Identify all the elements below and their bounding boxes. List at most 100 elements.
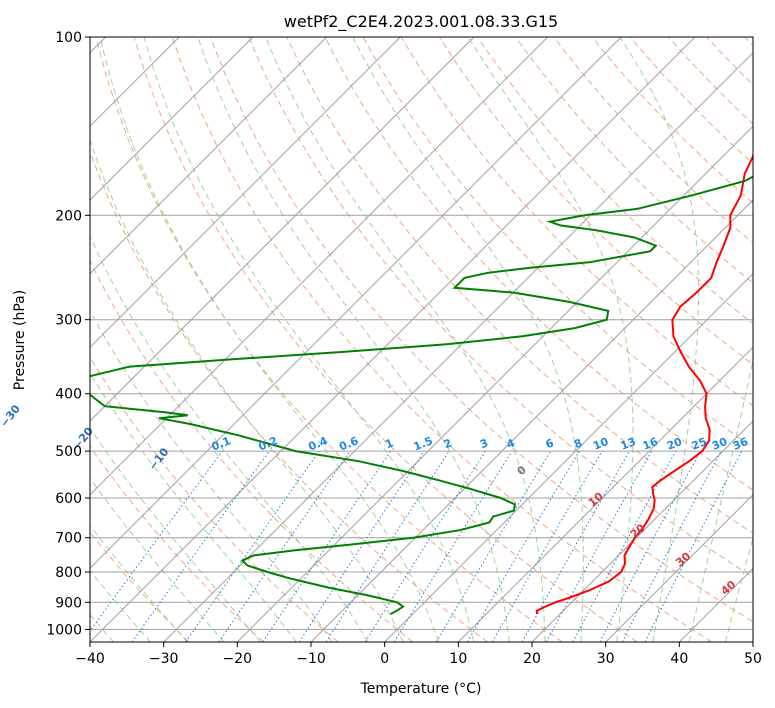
mixing-ratio-label: 16: [641, 435, 660, 453]
isotherm: [90, 37, 622, 570]
moist-adiabat-label: 10: [586, 489, 606, 509]
moist-adiabat: [90, 138, 404, 642]
y-tick-label: 900: [55, 595, 82, 611]
dry-adiabat: [248, 37, 753, 578]
dry-adiabat: [90, 150, 488, 642]
isotherm: [310, 199, 753, 642]
temperature-profile: [535, 152, 753, 615]
moist-adiabat-label: 30: [673, 549, 693, 569]
chart-title: wetPf2_C2E4.2023.001.08.33.G15: [284, 12, 558, 32]
dry-adiabat: [591, 37, 753, 204]
moist-adiabat: [725, 536, 753, 642]
mixing-ratio-line: [185, 450, 320, 642]
moist-adiabat: [762, 37, 775, 642]
moist-adiabat: [90, 427, 261, 642]
dry-adiabat: [90, 445, 264, 642]
mixing-ratio-line: [599, 450, 701, 642]
moist-adiabat: [90, 477, 225, 642]
mixing-ratio-label: 13: [619, 435, 638, 453]
mixing-ratio-line: [218, 450, 351, 642]
isotherm: [531, 420, 753, 642]
moist-adiabat: [90, 569, 151, 642]
mixing-ratio-line: [364, 450, 486, 642]
mixing-ratio-label: 20: [665, 435, 684, 453]
mixing-ratio-line: [545, 450, 653, 642]
y-tick-label: 700: [55, 531, 82, 547]
mixing-ratio-label: 8: [572, 436, 584, 451]
mixing-ratio-label: 10: [591, 435, 610, 453]
isotherm: [90, 37, 475, 422]
moist-adiabat: [352, 37, 584, 642]
moist-adiabat: [619, 37, 699, 642]
dry-adiabat: [477, 37, 753, 325]
y-tick-label: 400: [55, 387, 82, 403]
isotherm: [457, 346, 753, 642]
y-tick-label: 100: [55, 30, 82, 46]
isotherm: [236, 125, 753, 642]
inline-labels: −100−90−80−70−60−50−40−30−20−100.10.20.4…: [0, 402, 750, 598]
x-tick-label: 10: [449, 651, 467, 667]
mixing-ratio-label: 30: [710, 435, 729, 453]
dry-adiabat: [133, 37, 638, 642]
moist-adiabat: [265, 37, 546, 642]
x-tick-label: 40: [670, 651, 688, 667]
x-tick-label: 30: [597, 651, 615, 667]
mixing-ratio-label: 1: [383, 436, 395, 451]
isotherm: [90, 37, 328, 275]
moist-adiabat: [688, 358, 753, 642]
y-tick-label: 500: [55, 444, 82, 460]
isotherm: [752, 641, 753, 642]
x-tick-label: −30: [149, 651, 179, 667]
y-tick-label: 600: [55, 491, 82, 507]
profiles: [90, 152, 753, 615]
mixing-ratio-line: [521, 450, 630, 642]
mixing-ratio-line: [131, 450, 270, 642]
moist-adiabat-label: 0: [515, 463, 529, 478]
x-tick-label: −10: [296, 651, 326, 667]
isotherm: [605, 493, 753, 642]
moist-adiabat: [197, 37, 510, 642]
mixing-ratio-label: 2: [442, 436, 454, 451]
x-axis-label: Temperature (°C): [360, 681, 482, 697]
x-tick-label: −20: [223, 651, 253, 667]
y-axis-label: Pressure (hPa): [12, 290, 28, 390]
mixing-ratio-label: 25: [690, 435, 709, 453]
mixing-ratio-line: [572, 450, 677, 642]
dry-adiabat: [324, 37, 753, 491]
x-tick-label: 0: [380, 651, 389, 667]
mixing-ratio-line: [262, 450, 392, 642]
isotherm: [90, 37, 401, 349]
plot-frame: [89, 36, 754, 643]
moist-adiabat: [90, 309, 333, 642]
x-tick-label: 20: [523, 651, 541, 667]
moist-adiabat: [90, 371, 297, 642]
axes: −40 −30 −20 −10 0 10 20 30 40 5010020030040050060…: [46, 30, 762, 667]
x-tick-label: −40: [75, 651, 105, 667]
dry-adiabat: [553, 37, 753, 244]
isotherm: [90, 37, 254, 201]
dry-adiabat: [629, 37, 753, 165]
dry-adiabat: [90, 531, 190, 642]
y-tick-label: 300: [55, 313, 82, 329]
mixing-ratio-line: [393, 450, 513, 642]
mixing-ratio-line: [435, 450, 552, 642]
dry-adiabat: [171, 37, 712, 642]
moist-adiabat: [99, 37, 439, 642]
dry-adiabat: [706, 37, 753, 86]
y-tick-label: 200: [55, 208, 82, 224]
moist-adiabat: [90, 524, 188, 642]
dry-adiabat-label: −30: [0, 402, 23, 430]
dry-adiabat: [400, 37, 753, 407]
mixing-ratio-line: [90, 450, 223, 632]
moist-adiabat-label: 40: [718, 578, 738, 598]
mixing-ratio-label: 6: [544, 436, 556, 451]
dewpoint-profile: [90, 175, 753, 615]
background-lines: [90, 37, 775, 642]
dry-adiabat: [90, 259, 414, 642]
mixing-ratio-line: [644, 450, 743, 642]
moist-adiabat: [90, 235, 369, 642]
y-tick-label: 1000: [46, 622, 82, 638]
isotherm: [90, 37, 549, 496]
mixing-ratio-label: 3: [478, 436, 490, 451]
